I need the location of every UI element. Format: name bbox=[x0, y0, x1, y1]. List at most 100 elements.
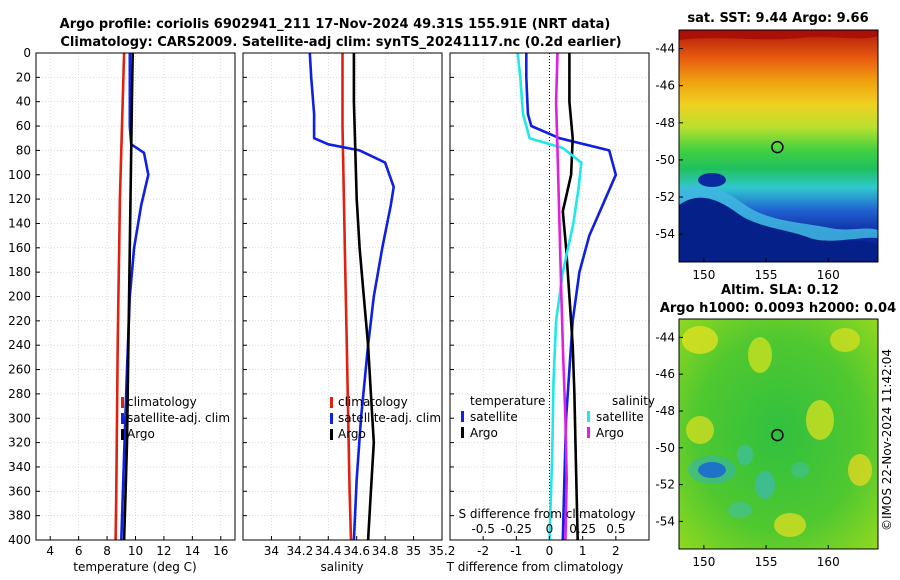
sst-map-title: sat. SST: 9.44 Argo: 9.66 bbox=[687, 11, 868, 26]
map-x-tick-label: 150 bbox=[692, 555, 715, 569]
difference-legend: temperature salinity satellite Argo sate… bbox=[461, 394, 655, 440]
series-line-t-argo bbox=[561, 53, 579, 541]
salinity-difference-ticks: -0.5 -0.25 0 0.25 0.5 bbox=[471, 522, 625, 536]
map-y-tick-label: -48 bbox=[655, 116, 675, 130]
x-tick-label: -1 bbox=[510, 544, 522, 558]
temperature-xlabel: temperature (deg C) bbox=[73, 560, 196, 574]
sla-low bbox=[755, 471, 775, 499]
x-tick-label: 34.2 bbox=[286, 544, 313, 558]
y-tick-label: 140 bbox=[8, 216, 31, 230]
legend-swatch-satellite bbox=[330, 413, 333, 424]
timestamp: ©IMOS 22-Nov-2024 11:42:04 bbox=[880, 349, 894, 531]
x-tick-label: 10 bbox=[128, 544, 143, 558]
y-tick-label: 180 bbox=[8, 265, 31, 279]
x-tick-label: 34.6 bbox=[343, 544, 370, 558]
sla-high bbox=[748, 337, 772, 373]
legend-label-s-argo: Argo bbox=[596, 426, 624, 440]
series-line-s-satellite bbox=[516, 52, 583, 541]
map-y-tick-label: -46 bbox=[655, 367, 675, 381]
legend-swatch-s-argo bbox=[587, 427, 590, 438]
salinity-panel: 34 34.2 34.4 34.6 34.8 35 35.2 salinity climat… bbox=[242, 52, 456, 574]
salinity-xlabel: salinity bbox=[320, 560, 363, 574]
title-line-1: Argo profile: coriolis 6902941_211 17-No… bbox=[60, 17, 611, 32]
y-tick-label: 340 bbox=[8, 460, 31, 474]
x-tick-label: 34.4 bbox=[315, 544, 342, 558]
difference-panel: -2 -1 0 1 2 T difference from climatology S … bbox=[446, 52, 655, 574]
map-x-tick-label: 155 bbox=[755, 268, 778, 282]
y-tick-label: 20 bbox=[16, 70, 31, 84]
map-x-tick-label: 150 bbox=[692, 268, 715, 282]
sst-eddy bbox=[698, 173, 726, 187]
map-y-tick-label: -54 bbox=[655, 227, 675, 241]
series-line-s-argo bbox=[554, 52, 569, 541]
x-tick-label: 4 bbox=[46, 544, 54, 558]
legend-title-salinity: salinity bbox=[612, 394, 655, 408]
map-y-tick-label: -44 bbox=[655, 330, 675, 344]
y-tick-label: 400 bbox=[8, 533, 31, 547]
title-line-2: Climatology: CARS2009. Satellite-adj cli… bbox=[60, 35, 621, 50]
y-tick-label: 360 bbox=[8, 484, 31, 498]
s-tick-label: 0.25 bbox=[569, 522, 596, 536]
sla-high bbox=[774, 513, 806, 537]
legend-label-t-argo: Argo bbox=[470, 426, 498, 440]
sla-high bbox=[686, 416, 714, 444]
salinity-series bbox=[308, 52, 396, 541]
sla-low bbox=[791, 462, 809, 478]
temperature-panel: 0 20 40 60 80 100 120 140 160 180 200 220 240 260 280 3… bbox=[8, 46, 236, 574]
map-y-tick-label: -52 bbox=[655, 190, 675, 204]
sst-map-box bbox=[678, 29, 879, 263]
map-y-tick-label: -54 bbox=[655, 514, 675, 528]
y-tick-label: 160 bbox=[8, 241, 31, 255]
legend-label-s-satellite: satellite bbox=[596, 410, 644, 424]
y-tick-label: 60 bbox=[16, 119, 31, 133]
x-tick-label: 35.2 bbox=[429, 544, 456, 558]
sla-map-box bbox=[678, 318, 879, 550]
x-tick-label: 35 bbox=[406, 544, 421, 558]
legend-label-argo: Argo bbox=[127, 427, 155, 441]
legend-label-argo: Argo bbox=[338, 427, 366, 441]
series-line-climatology bbox=[114, 52, 126, 541]
sst-argo-marker bbox=[771, 140, 784, 154]
sla-low bbox=[728, 502, 752, 518]
map-y-tick-label: -48 bbox=[655, 404, 675, 418]
y-tick-label: 0 bbox=[23, 46, 31, 60]
legend-label-climatology: climatology bbox=[338, 395, 408, 409]
temperature-series bbox=[114, 52, 150, 541]
x-tick-label: -2 bbox=[477, 544, 489, 558]
legend-swatch-s-satellite bbox=[587, 411, 590, 422]
y-tick-label: 240 bbox=[8, 338, 31, 352]
map-x-tick-label: 155 bbox=[755, 555, 778, 569]
x-tick-label: 1 bbox=[579, 544, 587, 558]
map-x-tick-label: 160 bbox=[817, 268, 840, 282]
difference-series bbox=[516, 52, 618, 541]
temperature-legend: climatology satellite-adj. clim Argo bbox=[121, 395, 230, 441]
sla-map-subtitle: Argo h1000: 0.0093 h2000: 0.04 bbox=[660, 301, 896, 316]
s-tick-label: -0.25 bbox=[501, 522, 532, 536]
y-tick-label: 320 bbox=[8, 436, 31, 450]
x-tick-label: 34 bbox=[264, 544, 279, 558]
difference-s-label: S difference from climatology bbox=[459, 507, 636, 521]
series-line-t-satellite bbox=[524, 53, 618, 541]
legend-swatch-climatology bbox=[330, 397, 333, 408]
series-line-satellite-adj-clim bbox=[308, 52, 396, 541]
legend-swatch-satellite bbox=[121, 413, 124, 424]
y-tick-label: 260 bbox=[8, 363, 31, 377]
map-x-tick-label: 160 bbox=[817, 555, 840, 569]
legend-label-climatology: climatology bbox=[127, 395, 197, 409]
legend-swatch-climatology bbox=[121, 397, 124, 408]
s-tick-label: 0 bbox=[546, 522, 554, 536]
sla-map-ticks: 150 155 160 -44 -46 -48 -50 -52 -54 bbox=[655, 330, 839, 569]
x-tick-label: 0 bbox=[546, 544, 554, 558]
legend-swatch-t-argo bbox=[461, 427, 464, 438]
legend-title-temperature: temperature bbox=[470, 394, 545, 408]
sla-high bbox=[830, 328, 860, 352]
y-tick-label: 220 bbox=[8, 314, 31, 328]
x-tick-label: 6 bbox=[75, 544, 83, 558]
x-tick-label: 8 bbox=[103, 544, 111, 558]
map-y-tick-label: -52 bbox=[655, 478, 675, 492]
x-tick-label: 16 bbox=[213, 544, 228, 558]
y-tick-label: 300 bbox=[8, 411, 31, 425]
x-tick-label: 14 bbox=[185, 544, 200, 558]
sla-map-title: Altim. SLA: 0.12 bbox=[721, 283, 839, 298]
